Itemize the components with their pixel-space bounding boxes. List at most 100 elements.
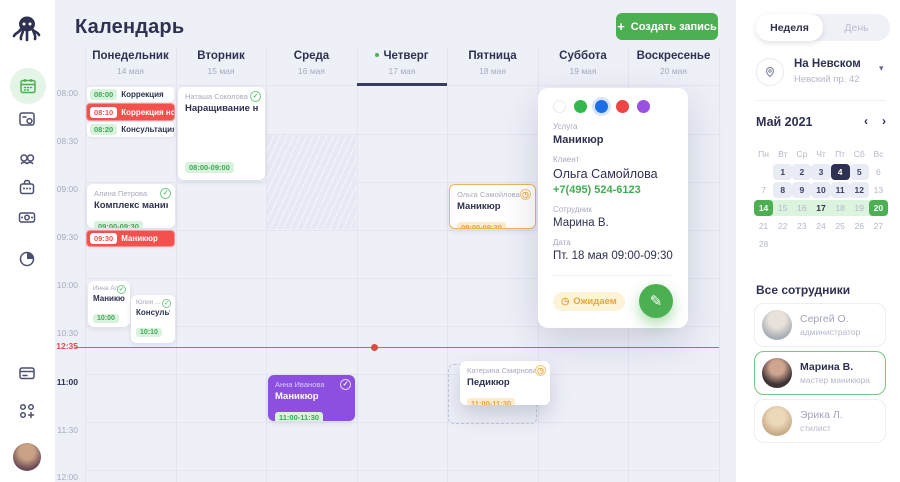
event-row[interactable]: 08:20 Консультация [87, 122, 174, 137]
grid-line [85, 48, 86, 482]
current-time-label: 12:35 [56, 341, 78, 351]
location-address: Невский пр. 42 [794, 74, 860, 85]
event-card-dragging[interactable]: Катерина Смирнова Педикюр ◷ 11:00-11:30 [460, 361, 550, 405]
calendar-day[interactable]: 12 [849, 182, 869, 198]
color-dot-purple[interactable] [637, 100, 650, 113]
calendar-day[interactable]: 26 [854, 221, 864, 231]
calendar-day[interactable]: 11 [830, 182, 850, 198]
banknote-icon[interactable] [16, 206, 38, 228]
current-time-line [75, 347, 719, 348]
grid-line [85, 182, 719, 183]
browser-icon[interactable] [16, 362, 38, 384]
employee-card[interactable]: Сергей О. администратор [754, 303, 886, 347]
calendar-day[interactable]: 2 [792, 164, 812, 180]
event-card[interactable]: Наташа Соколова Наращивание ногтей ✓ 08:… [178, 87, 265, 180]
calendar-day[interactable]: 22 [777, 221, 788, 231]
calendar-day-range-start[interactable]: 14 [754, 200, 774, 216]
client-phone-link[interactable]: +7(495) 524-6123 [553, 184, 641, 196]
calendar-day[interactable]: 6 [876, 167, 881, 177]
service-value: Маникюр [553, 134, 604, 146]
toggle-day[interactable]: День [844, 21, 869, 34]
calendar-day-range-end[interactable]: 20 [868, 200, 888, 216]
event-row[interactable]: 09:30 Маникюр [86, 230, 175, 247]
event-card-selected[interactable]: Ольга Самойлова Маникюр ◷ 09:00-09:30 [449, 184, 536, 229]
calendar-day[interactable]: 13 [873, 185, 884, 195]
calendar-day[interactable]: 9 [792, 182, 812, 198]
day-header-saturday[interactable]: Суббота 19 мая [559, 50, 607, 76]
calendar-day[interactable]: 10 [811, 182, 831, 198]
grid-line [447, 48, 448, 482]
color-dot-green[interactable] [574, 100, 587, 113]
event-card[interactable]: Алина Петрова Комплекс маникюр ✓ 09:00-0… [87, 184, 175, 228]
pending-clock-icon: ◷ [520, 189, 531, 200]
calendar-day[interactable]: 25 [835, 221, 845, 231]
employee-card-selected[interactable]: Марина В. мастер маникюра [754, 351, 886, 395]
confirmed-check-icon: ✓ [250, 91, 261, 102]
calendar-day-selected[interactable]: 4 [830, 164, 850, 180]
event-row[interactable]: 08:00 Коррекция [87, 87, 174, 102]
grid-line [85, 278, 719, 279]
next-month-button[interactable]: › [882, 114, 886, 128]
time-label: 08:30 [56, 136, 78, 146]
right-panel: Неделя День На Невском Невский пр. 42 ▾ … [735, 0, 900, 482]
calendar-day[interactable]: 28 [758, 239, 769, 249]
calendar-day[interactable]: 15 [777, 203, 788, 213]
grid-line [85, 230, 719, 231]
employee-card[interactable]: Эрика Л. стилист [754, 399, 886, 443]
toggle-week[interactable]: Неделя [756, 14, 823, 41]
calendar-day[interactable]: 8 [773, 182, 793, 198]
status-badge[interactable]: ◷ Ожидаем [553, 291, 625, 311]
color-dot-white[interactable] [553, 100, 566, 113]
time-label: 11:30 [57, 425, 78, 435]
confirmed-check-icon: ✓ [340, 379, 351, 390]
photo-card-icon[interactable] [16, 108, 38, 130]
pie-chart-icon[interactable] [16, 248, 38, 270]
octopus-logo-icon[interactable] [10, 12, 44, 46]
calendar-day[interactable]: 3 [811, 164, 831, 180]
caret-down-icon[interactable]: ▾ [879, 63, 884, 73]
day-header-thursday-current[interactable]: Четверг 17 мая [357, 50, 447, 84]
color-dot-red[interactable] [616, 100, 629, 113]
calendar-day[interactable]: 19 [854, 203, 864, 213]
calendar-day[interactable]: 27 [873, 221, 884, 231]
time-label: 09:00 [56, 184, 78, 194]
calendar-day[interactable]: 1 [773, 164, 793, 180]
calendar-day[interactable]: 18 [835, 203, 845, 213]
date-label: Дата [553, 238, 571, 247]
location-name[interactable]: На Невском [794, 58, 861, 70]
calendar-day[interactable]: 7 [761, 185, 766, 195]
day-header-wednesday[interactable]: Среда 16 мая [293, 50, 330, 76]
prev-month-button[interactable]: ‹ [864, 114, 868, 128]
clients-icon[interactable] [16, 148, 38, 170]
day-header-monday[interactable]: Понедельник 14 мая [92, 50, 169, 76]
calendar-day[interactable]: 5 [849, 164, 869, 180]
calendar-day-today[interactable]: 17 [816, 203, 826, 213]
nav-calendar-active[interactable] [10, 68, 46, 104]
employee-label: Сотрудник [553, 205, 592, 214]
day-header-sunday[interactable]: Воскресенье 20 мая [636, 50, 711, 76]
event-card[interactable]: Инна Ал... Маникюр ✓ 10:00 [88, 281, 130, 327]
event-card[interactable]: Юлия ... Консульта... ✓ 10:10 [131, 295, 175, 343]
grid-line [357, 48, 358, 482]
apps-plus-icon[interactable] [16, 400, 38, 422]
create-record-button[interactable]: + Создать запись [616, 13, 718, 40]
day-header-friday[interactable]: Пятница 18 мая [468, 50, 517, 76]
color-dot-blue-selected[interactable] [595, 100, 608, 113]
briefcase-icon[interactable] [16, 176, 38, 198]
user-avatar[interactable] [13, 443, 41, 471]
time-label: 12:00 [56, 472, 78, 482]
calendar-day[interactable]: 16 [797, 203, 807, 213]
calendar-day[interactable]: 24 [816, 221, 826, 231]
grid-line [85, 470, 719, 471]
day-header-tuesday[interactable]: Вторник 15 мая [197, 50, 245, 76]
grid-line [176, 48, 177, 482]
calendar-day[interactable]: 23 [797, 221, 807, 231]
calendar-day-empty [754, 164, 773, 180]
event-card[interactable]: Анна Иванова Маникюр ✓ 11:00-11:30 [268, 375, 355, 421]
plus-icon: + [617, 19, 625, 34]
employee-avatar [762, 310, 792, 340]
location-pin-icon [756, 58, 784, 86]
edit-button[interactable]: ✎ [639, 284, 673, 318]
calendar-day[interactable]: 21 [758, 221, 769, 231]
